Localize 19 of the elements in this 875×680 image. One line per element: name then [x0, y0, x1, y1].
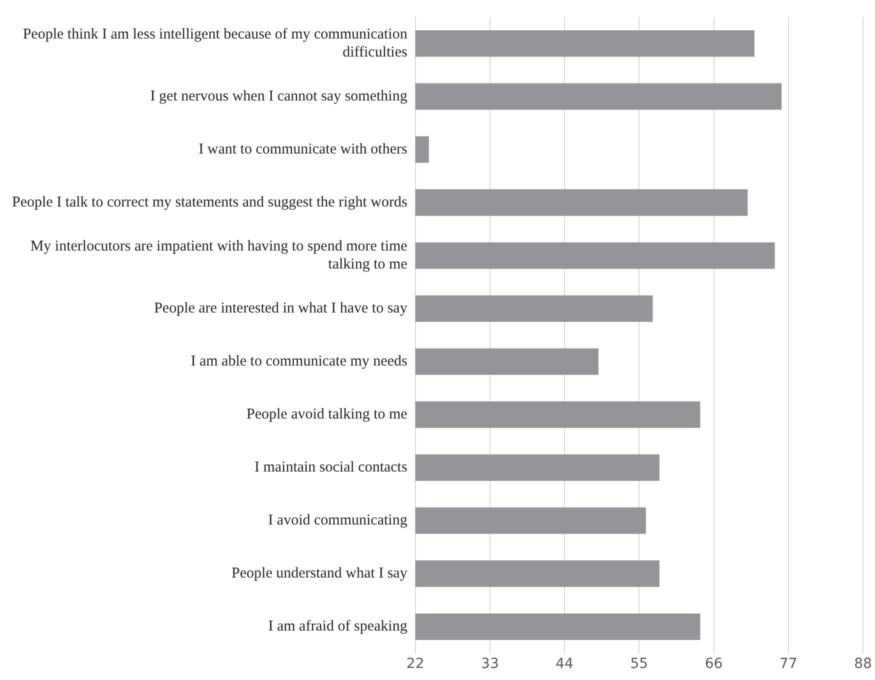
x-tick-label: 44 — [556, 656, 574, 672]
x-tick-label: 88 — [854, 656, 872, 672]
x-tick-label: 22 — [406, 656, 424, 672]
x-tick-label: 77 — [779, 656, 798, 672]
y-tick-label: People I talk to correct my statements and suggest the right words — [12, 194, 408, 210]
x-tick-label: 55 — [630, 656, 648, 672]
y-tick-label: People are interested in what I have to say — [154, 300, 408, 317]
y-tick-label: I get nervous when I cannot say something — [150, 88, 408, 104]
y-tick-label: People think I am less intelligent because of my communication difficulties — [22, 26, 408, 60]
y-tick-label: I am afraid of speaking — [268, 618, 408, 635]
x-tick-label: 66 — [704, 656, 723, 672]
y-tick-label: I am able to communicate my needs — [190, 354, 408, 370]
y-tick-label: My interlocutors are impatient with having to spend more time talking to me — [30, 238, 408, 273]
y-tick-label: People understand what I say — [232, 566, 408, 582]
y-tick-label: I maintain social contacts — [254, 460, 408, 476]
y-tick-label: I avoid communicating — [268, 512, 408, 529]
x-tick-label: 33 — [481, 656, 499, 672]
y-tick-label: People avoid talking to me — [246, 406, 408, 423]
y-tick-label: I want to communicate with others — [198, 141, 408, 158]
